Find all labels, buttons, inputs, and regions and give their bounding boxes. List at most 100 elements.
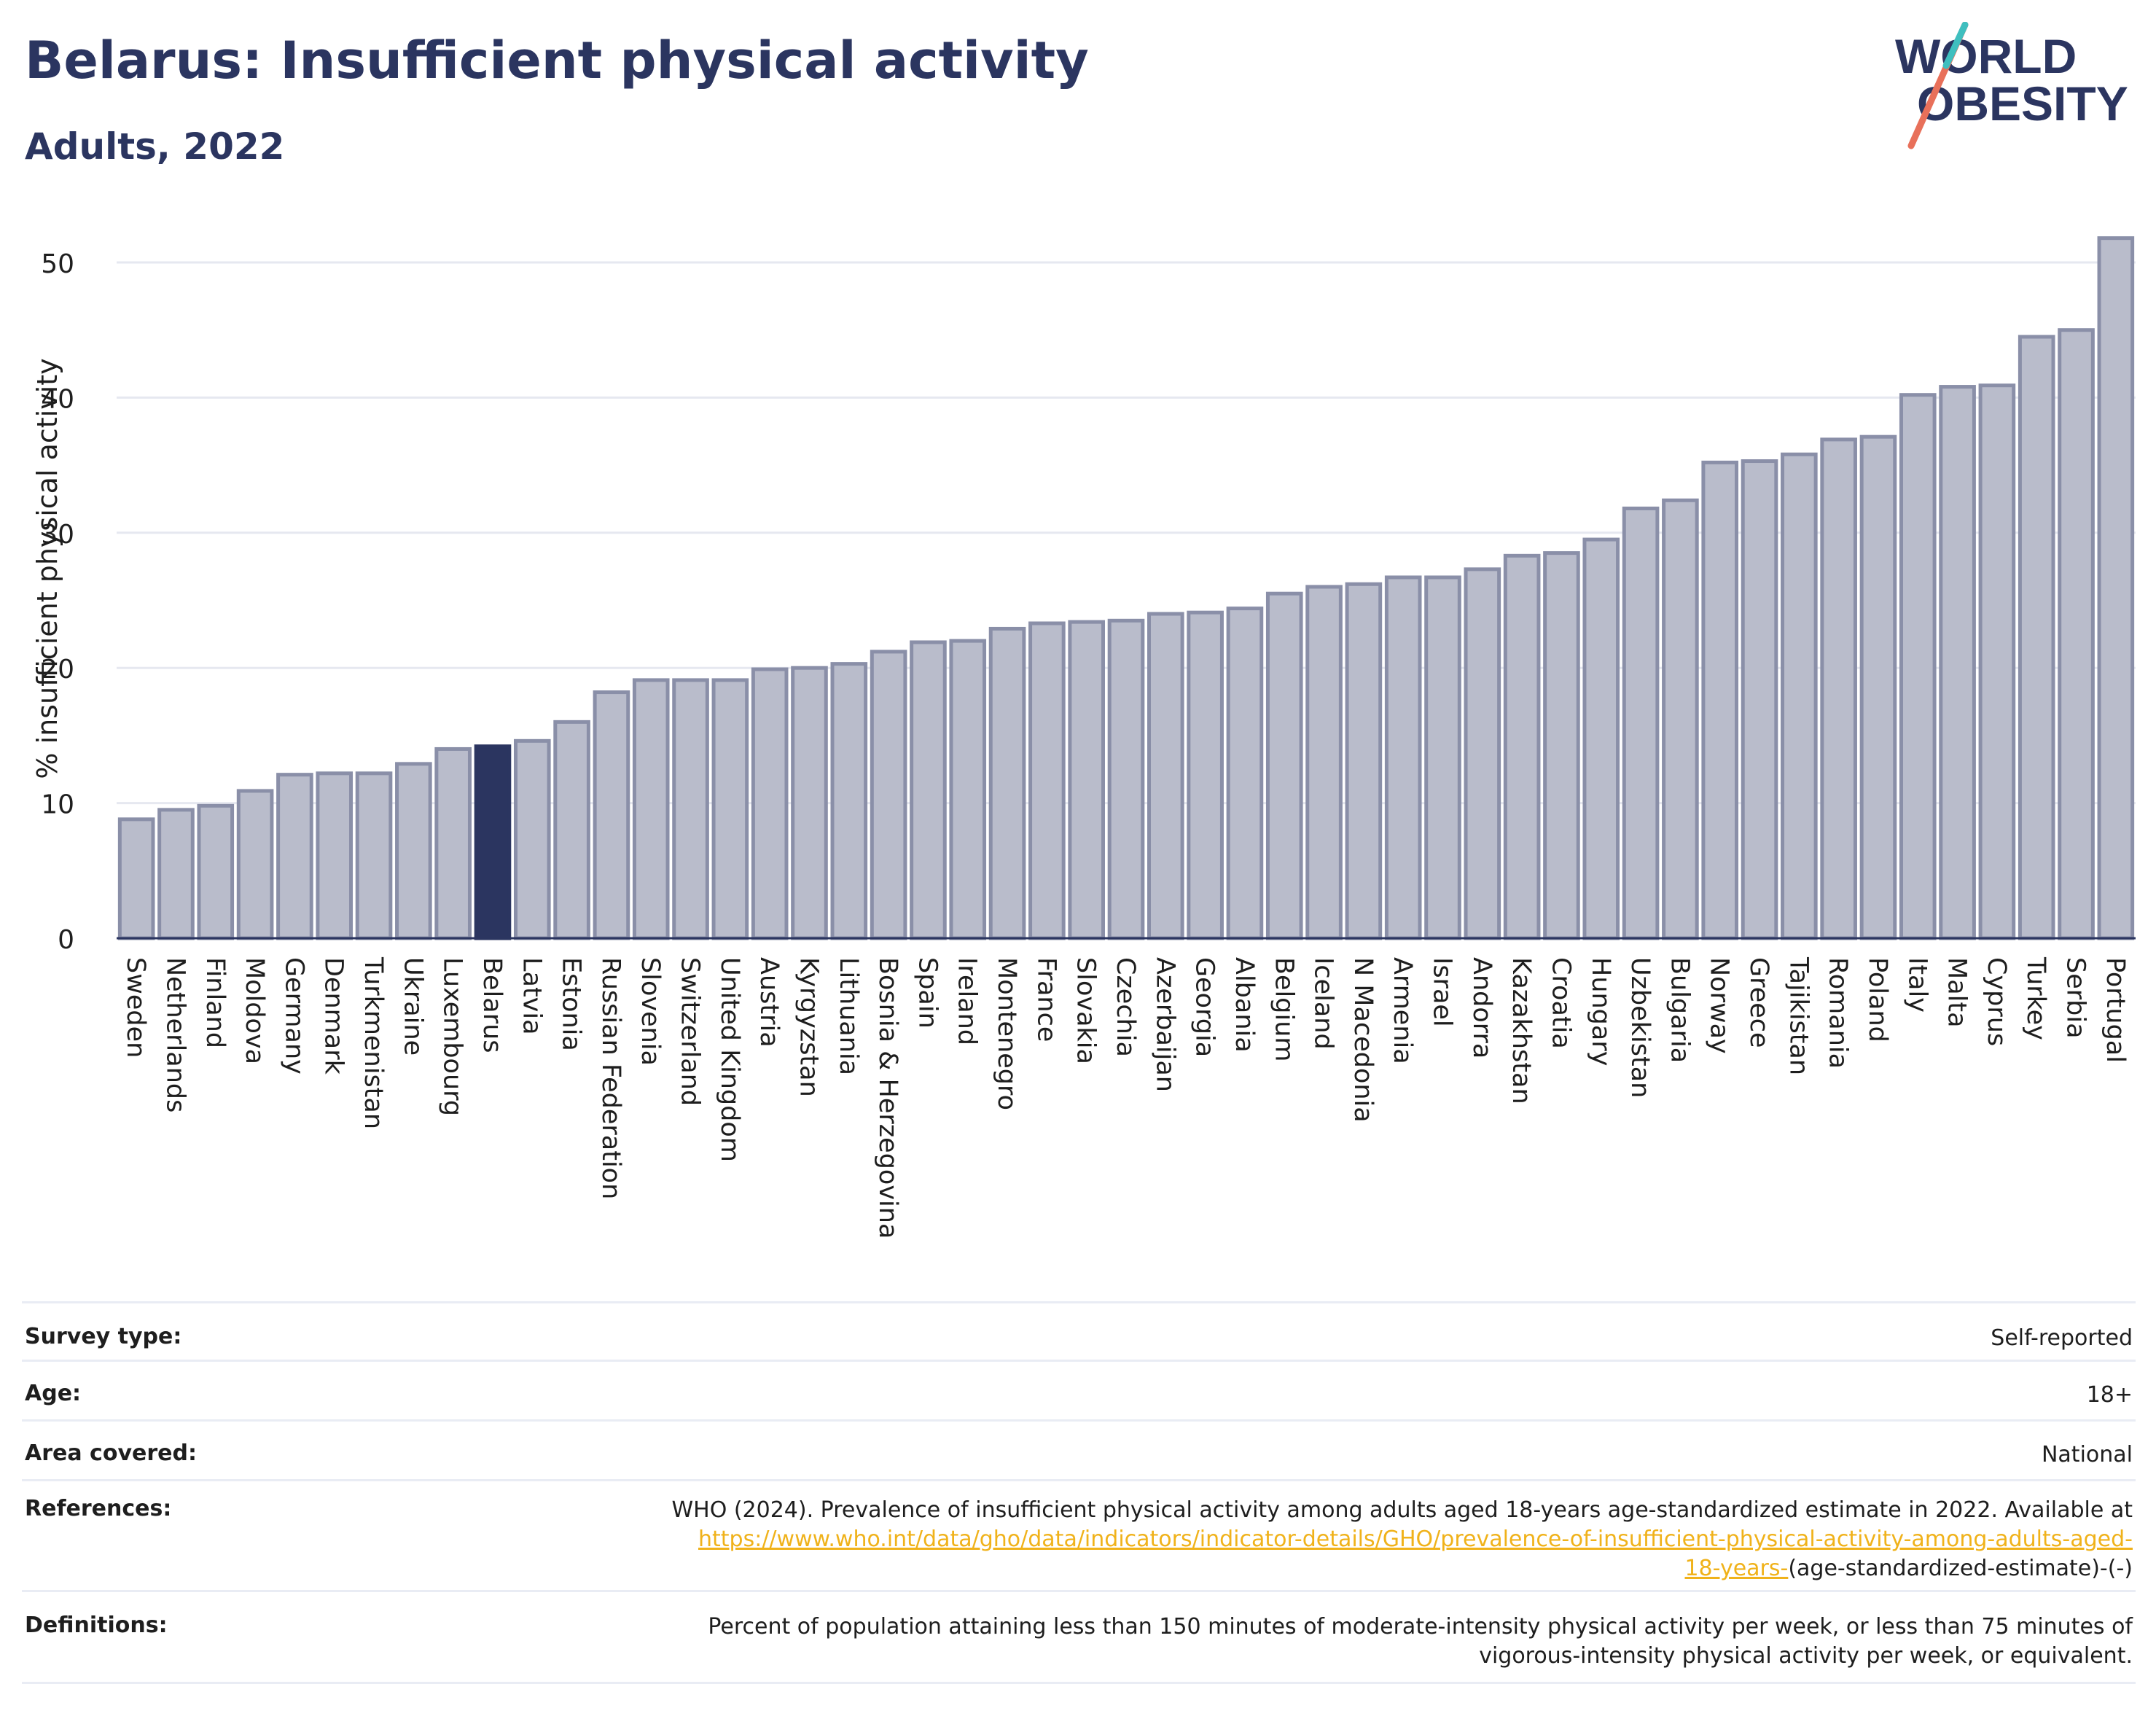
y-tick-label: 30 xyxy=(41,520,74,550)
y-tick-label: 0 xyxy=(58,925,74,955)
bar-ireland xyxy=(949,639,987,940)
references-text: WHO (2024). Prevalence of insufficient p… xyxy=(671,1497,2133,1523)
x-tick-label: Ireland xyxy=(953,957,982,1045)
x-tick-label: Bosnia & Herzegovina xyxy=(873,957,902,1239)
bar-turkey xyxy=(2018,335,2055,940)
bar-belarus xyxy=(474,744,512,940)
x-tick-label: Denmark xyxy=(319,957,348,1075)
x-tick-label: Luxembourg xyxy=(438,957,467,1116)
references-link-cont[interactable]: 18-years- xyxy=(1684,1556,1789,1581)
x-tick-label: Sweden xyxy=(121,957,150,1058)
bar-slovakia xyxy=(1068,620,1105,940)
x-tick-label: Croatia xyxy=(1546,957,1575,1049)
bar-norway xyxy=(1701,460,1739,940)
x-tick-label: Estonia xyxy=(557,957,586,1051)
y-tick-label: 50 xyxy=(41,249,74,279)
x-tick-label: Armenia xyxy=(1388,957,1417,1064)
bar-belgium xyxy=(1265,591,1303,940)
bar-czechia xyxy=(1107,618,1145,940)
meta-value: WHO (2024). Prevalence of insufficient p… xyxy=(430,1479,2136,1592)
x-tick-label: Kyrgyzstan xyxy=(794,957,823,1097)
y-tick-label: 40 xyxy=(41,384,74,414)
bar-montenegro xyxy=(988,626,1026,940)
meta-row-references: References: WHO (2024). Prevalence of in… xyxy=(22,1479,2136,1592)
x-tick-label: Kazakhstan xyxy=(1507,957,1536,1104)
bar-kyrgyzstan xyxy=(791,666,828,940)
y-axis-label: % insufficient physical activity xyxy=(31,358,63,779)
bar-austria xyxy=(751,667,789,940)
x-tick-label: Ukraine xyxy=(398,957,427,1056)
page-title: Belarus: Insufficient physical activity xyxy=(25,31,1089,90)
bar-italy xyxy=(1899,393,1937,940)
bar-georgia xyxy=(1187,610,1224,940)
x-tick-label: Moldova xyxy=(240,957,269,1064)
svg-text:OBESITY: OBESITY xyxy=(1917,77,2128,130)
bars xyxy=(117,236,2135,940)
x-tick-label: Portugal xyxy=(2101,957,2130,1063)
x-tick-label: Czechia xyxy=(1111,957,1140,1057)
meta-value: 18+ xyxy=(430,1360,2136,1422)
x-tick-label: Georgia xyxy=(1190,957,1219,1057)
x-tick-label: Andorra xyxy=(1467,957,1496,1058)
meta-value: Percent of population attaining less tha… xyxy=(430,1590,2136,1684)
x-tick-label: Belarus xyxy=(477,957,507,1053)
bar-chart: 0 10 20 30 40 50 Sweden Netherlands Finland Moldo… xyxy=(31,236,2136,1239)
x-tick-label: Romania xyxy=(1824,957,1853,1069)
bar-iceland xyxy=(1305,585,1343,940)
meta-label: Definitions: xyxy=(22,1590,430,1684)
x-tick-label: Tajikistan xyxy=(1784,956,1813,1075)
meta-label: Area covered: xyxy=(22,1419,430,1481)
x-tick-label: Iceland xyxy=(1309,957,1338,1050)
x-tick-label: Belgium xyxy=(1269,957,1298,1062)
bar-serbia xyxy=(2058,328,2095,940)
x-tick-label: Russian Federation xyxy=(596,957,625,1199)
bar-hungary xyxy=(1582,537,1620,940)
x-tick-label: Hungary xyxy=(1586,957,1615,1066)
bar-france xyxy=(1028,621,1066,940)
x-tick-label: Norway xyxy=(1705,957,1734,1054)
world-obesity-logo: WORLD OBESITY xyxy=(1895,22,2128,149)
x-tick-label: N Macedonia xyxy=(1348,957,1378,1123)
x-tick-label: Spain xyxy=(913,957,942,1029)
x-tick-label: Slovenia xyxy=(636,957,665,1066)
bar-ukraine xyxy=(395,762,432,940)
meta-row-area: Area covered: National xyxy=(22,1419,2136,1481)
meta-row-survey-type: Survey type: Self-reported xyxy=(22,1301,2136,1362)
bar-finland xyxy=(197,803,235,940)
meta-label: References: xyxy=(22,1479,430,1592)
x-tick-label: Lithuania xyxy=(834,957,863,1075)
references-tail: (age-standardized-estimate)-(-) xyxy=(1788,1556,2133,1581)
bar-latvia xyxy=(513,738,551,940)
bar-n-macedonia xyxy=(1345,582,1383,940)
bar-slovenia xyxy=(632,678,670,940)
bar-russian-federation xyxy=(593,690,630,940)
svg-text:WORLD: WORLD xyxy=(1895,29,2077,83)
y-tick-label: 10 xyxy=(41,790,74,820)
bar-moldova xyxy=(236,789,274,940)
bar-estonia xyxy=(553,720,590,940)
references-link[interactable]: https://www.who.int/data/gho/data/indica… xyxy=(698,1527,2133,1552)
x-tick-label: Albania xyxy=(1230,957,1259,1053)
bar-spain xyxy=(910,640,947,940)
x-tick-label: Greece xyxy=(1744,957,1773,1048)
x-tick-label: Cyprus xyxy=(1982,957,2011,1046)
bar-luxembourg xyxy=(434,746,472,940)
x-tick-label: Turkmenistan xyxy=(359,956,388,1129)
bar-turkmenistan xyxy=(355,771,393,940)
x-tick-label: Turkey xyxy=(2021,956,2050,1040)
x-tick-label: Serbia xyxy=(2061,957,2090,1039)
x-tick-label: Poland xyxy=(1863,957,1892,1042)
metadata-table: Survey type: Self-reported Age: 18+ Area… xyxy=(22,1301,2136,1684)
bar-tajikistan xyxy=(1781,452,1818,940)
bar-greece xyxy=(1741,459,1778,940)
y-tick-label: 20 xyxy=(41,655,74,685)
definitions-text: Percent of population attaining less tha… xyxy=(708,1614,2133,1640)
bar-cyprus xyxy=(1978,383,2016,940)
x-tick-label: Switzerland xyxy=(676,957,705,1106)
bar-sweden xyxy=(117,817,155,940)
bar-romania xyxy=(1820,437,1857,940)
meta-label: Age: xyxy=(22,1360,430,1422)
tick-labels: 0 10 20 30 40 50 Sweden Netherlands Finland Moldo… xyxy=(41,249,2130,1239)
meta-value: National xyxy=(430,1419,2136,1481)
bar-albania xyxy=(1226,607,1264,940)
